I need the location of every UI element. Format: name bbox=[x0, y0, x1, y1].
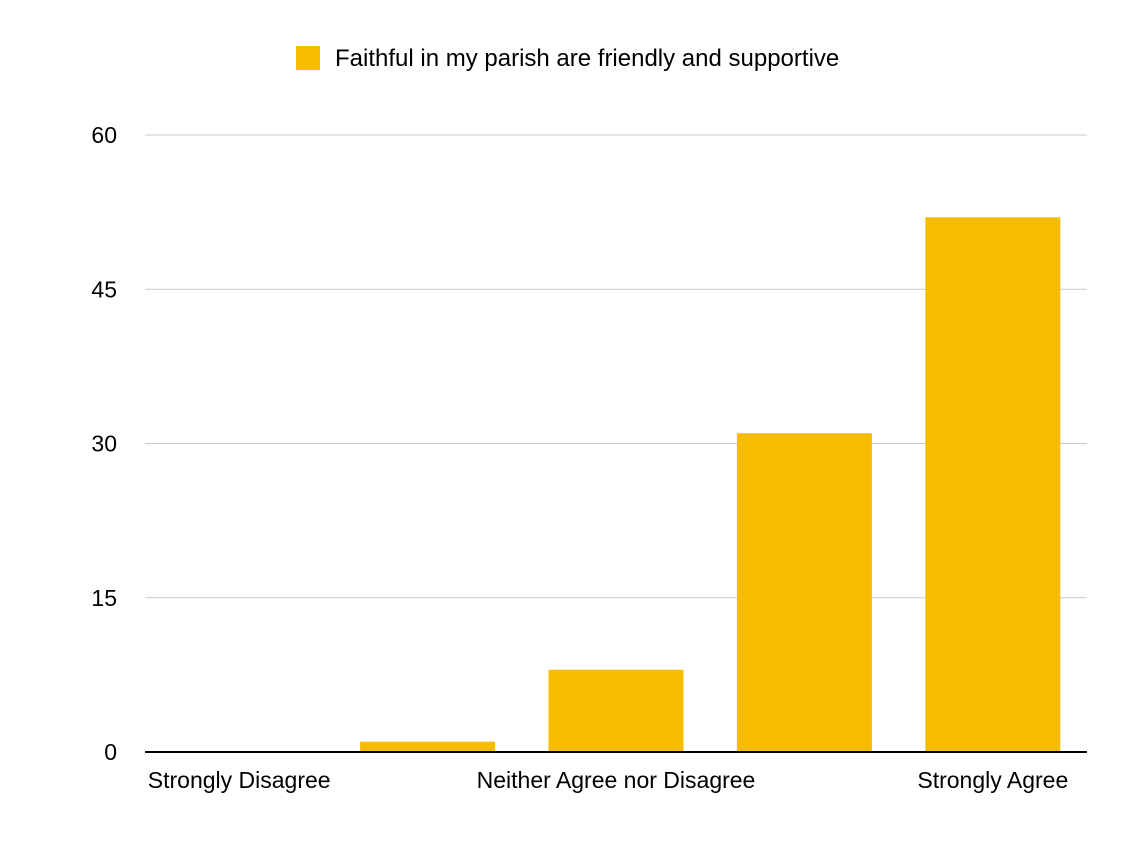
bar-neither-agree-nor-disagree bbox=[548, 669, 684, 752]
bar-strongly-agree bbox=[925, 217, 1061, 752]
y-tick-label: 0 bbox=[104, 739, 117, 765]
y-tick-label: 60 bbox=[91, 122, 117, 148]
y-tick-label: 45 bbox=[91, 276, 117, 302]
legend-label: Faithful in my parish are friendly and s… bbox=[335, 45, 839, 72]
y-tick-label: 15 bbox=[91, 585, 117, 611]
y-axis-ticks: 0 15 30 45 60 bbox=[91, 122, 117, 765]
y-tick-label: 30 bbox=[91, 431, 117, 457]
bar-agree bbox=[736, 433, 872, 752]
legend: Faithful in my parish are friendly and s… bbox=[296, 45, 839, 72]
x-tick-label: Strongly Agree bbox=[917, 767, 1068, 793]
legend-swatch bbox=[296, 46, 320, 70]
bars bbox=[360, 217, 1061, 752]
x-tick-label: Neither Agree nor Disagree bbox=[477, 767, 756, 793]
x-axis-ticks: Strongly Disagree Neither Agree nor Disag… bbox=[148, 767, 1068, 793]
bar-disagree bbox=[360, 741, 496, 752]
x-tick-label: Strongly Disagree bbox=[148, 767, 331, 793]
